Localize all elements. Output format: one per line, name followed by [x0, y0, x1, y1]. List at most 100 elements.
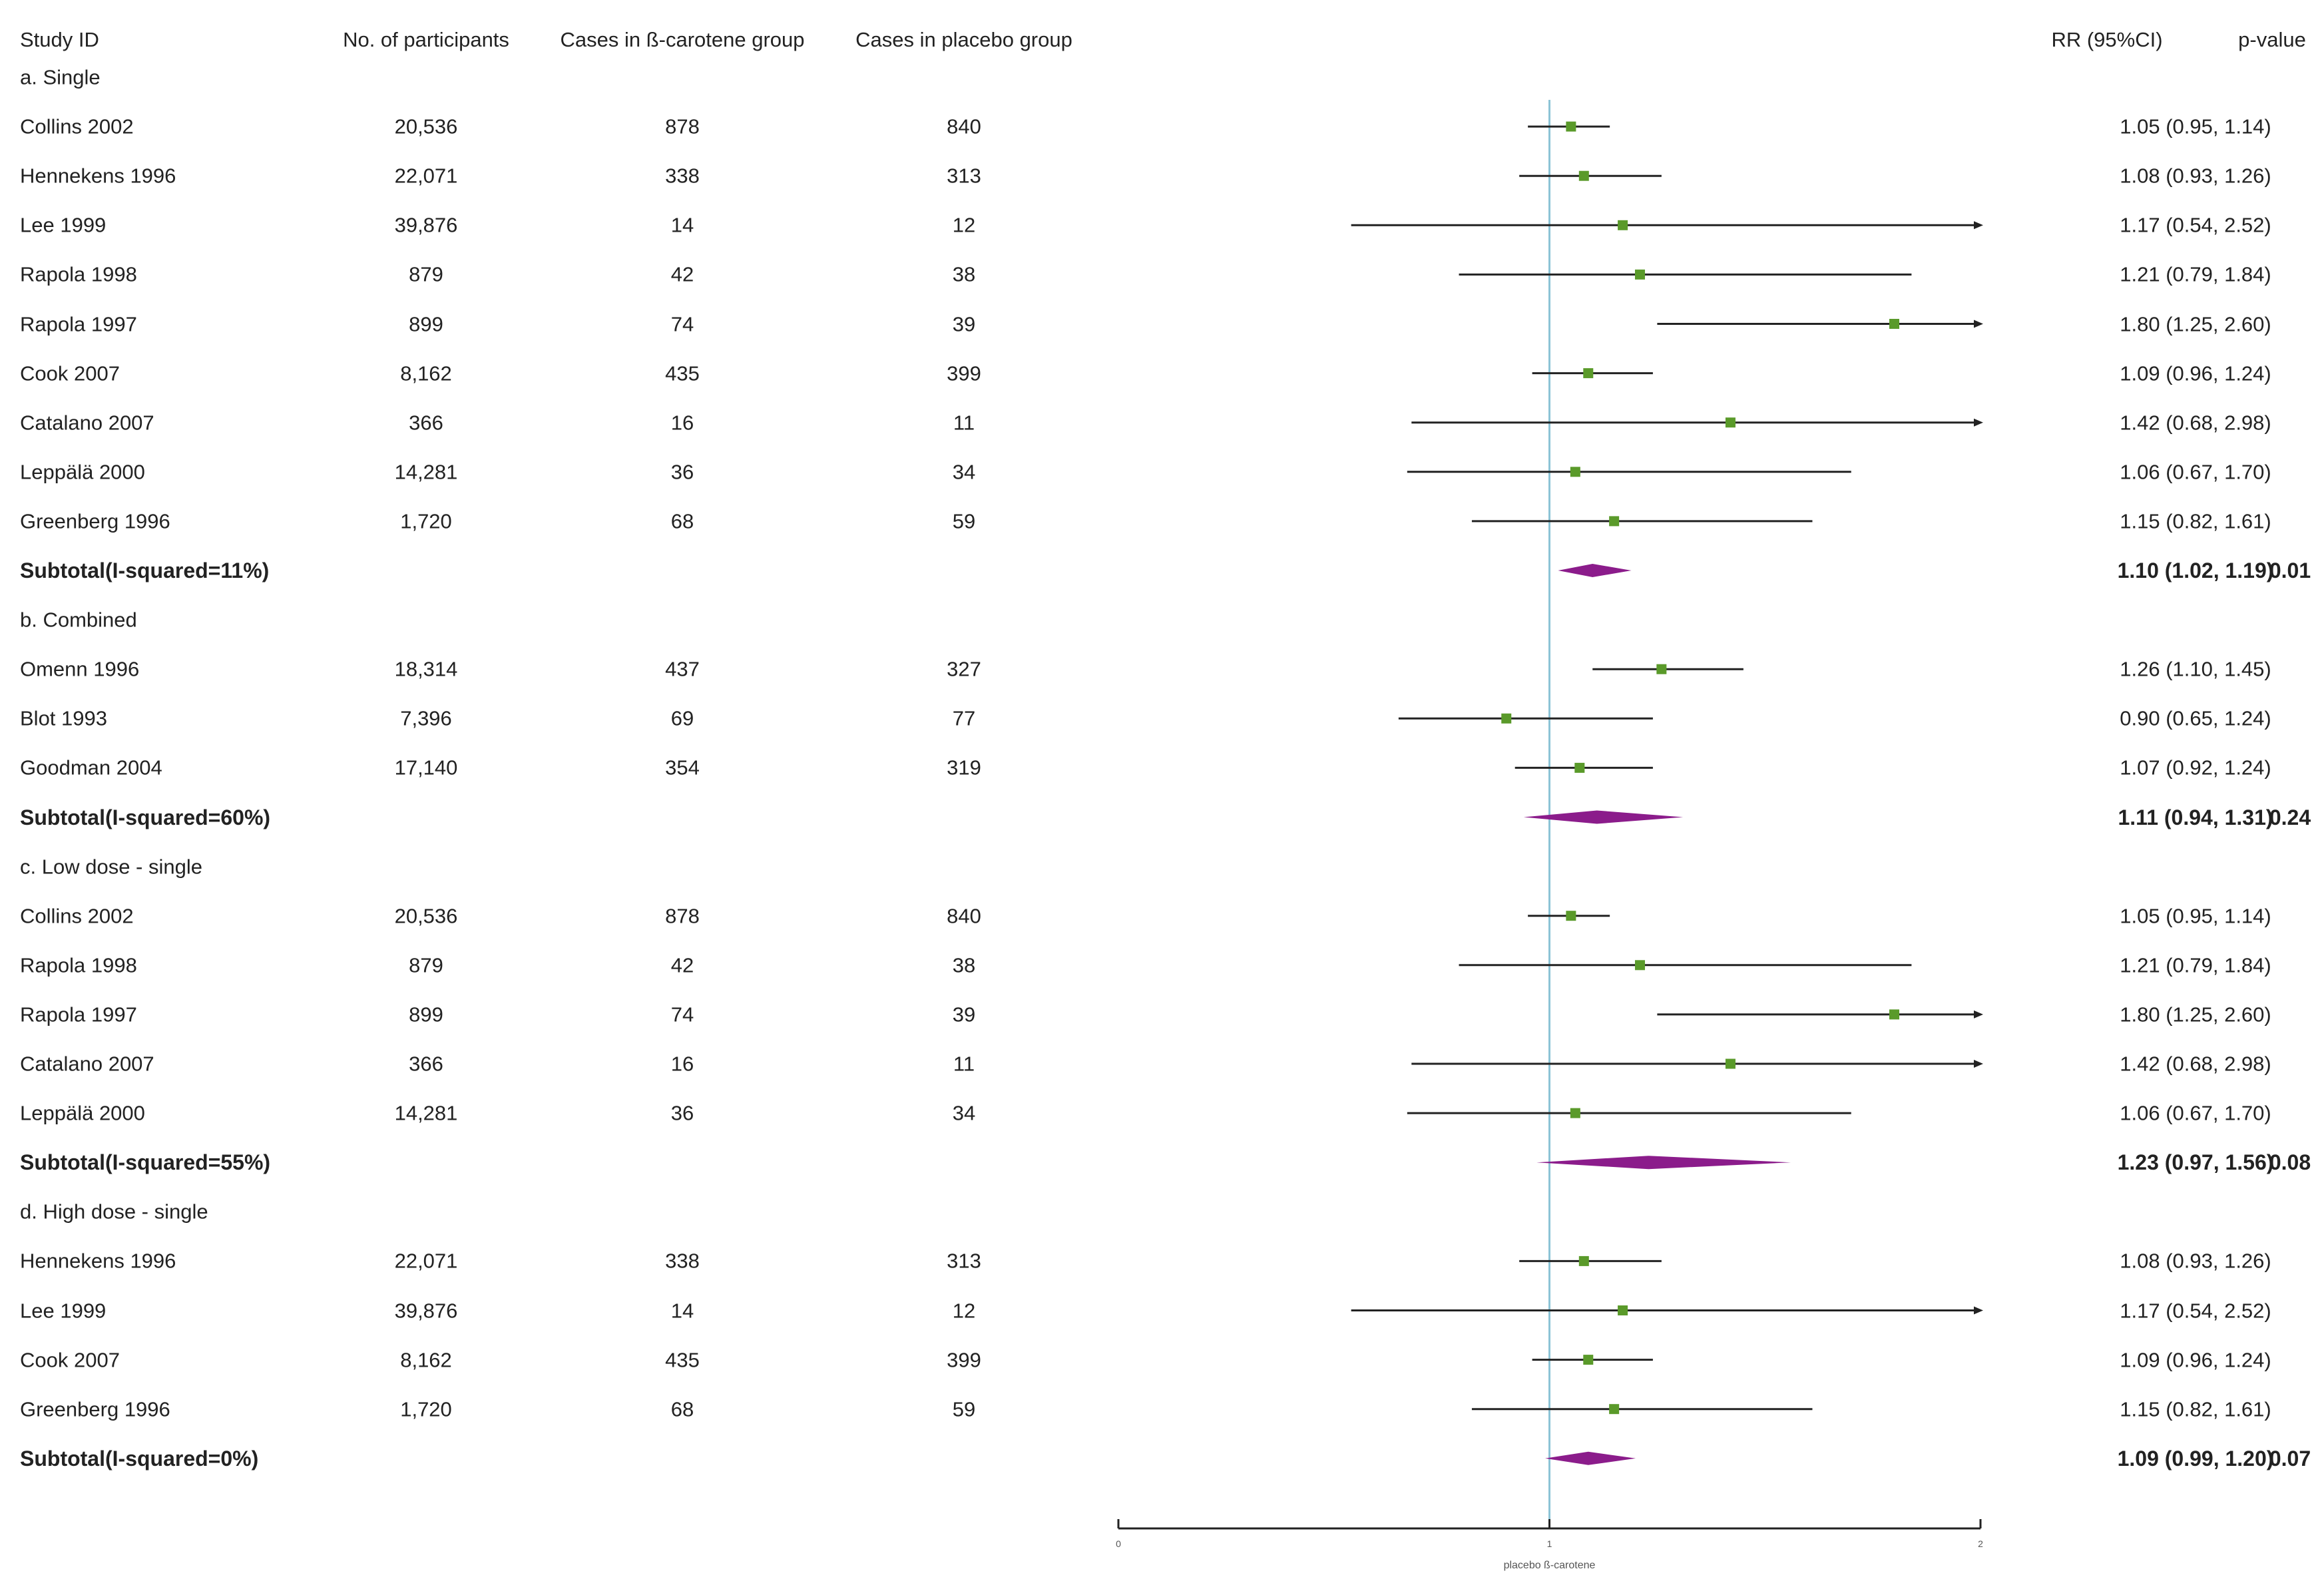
rr-ci-text: 1.42 (0.68, 2.98) [2120, 411, 2271, 435]
placebo-cases: 12 [952, 1299, 976, 1322]
header-beta-cases: Cases in ß-carotene group [560, 28, 805, 51]
placebo-cases: 38 [952, 953, 976, 977]
rr-ci-text: 1.08 (0.93, 1.26) [2120, 164, 2271, 188]
rr-ci-text: 1.06 (0.67, 1.70) [2120, 460, 2271, 484]
group-heading: a. Single [20, 65, 101, 89]
rr-ci-text: 1.26 (1.10, 1.45) [2120, 657, 2271, 681]
study-name: Goodman 2004 [20, 756, 162, 780]
beta-carotene-cases: 16 [670, 411, 694, 435]
subtotal-label: Subtotal(I-squared=60%) [20, 805, 271, 829]
participants-count: 17,140 [394, 756, 458, 780]
beta-carotene-cases: 435 [665, 361, 700, 385]
subtotal-pvalue: 0.07 [2269, 1446, 2311, 1471]
x-axis-tick-label: 2 [1978, 1538, 1983, 1549]
point-estimate-marker [1570, 467, 1580, 477]
point-estimate-marker [1583, 1355, 1594, 1365]
participants-count: 8,162 [400, 1348, 452, 1372]
subtotal-diamond [1545, 1451, 1636, 1465]
beta-carotene-cases: 42 [670, 262, 694, 286]
placebo-cases: 319 [947, 756, 981, 780]
beta-carotene-cases: 36 [670, 1101, 694, 1125]
beta-carotene-cases: 878 [665, 904, 700, 928]
participants-count: 39,876 [394, 213, 458, 237]
study-name: Greenberg 1996 [20, 509, 170, 533]
participants-count: 14,281 [394, 460, 458, 484]
participants-count: 20,536 [394, 114, 458, 138]
study-name: Lee 1999 [20, 213, 107, 237]
point-estimate-marker [1566, 121, 1576, 132]
point-estimate-marker [1578, 1255, 1589, 1266]
placebo-cases: 11 [953, 411, 975, 435]
study-name: Leppälä 2000 [20, 1101, 145, 1125]
subtotal-pvalue: 0.24 [2269, 805, 2311, 829]
beta-carotene-cases: 878 [665, 114, 700, 138]
beta-carotene-cases: 36 [670, 460, 694, 484]
placebo-cases: 399 [947, 1348, 981, 1372]
beta-carotene-cases: 14 [670, 213, 694, 237]
rr-ci-text: 1.05 (0.95, 1.14) [2120, 904, 2271, 928]
rr-ci-text: 0.90 (0.65, 1.24) [2120, 706, 2271, 730]
beta-carotene-cases: 14 [670, 1299, 694, 1322]
subtotal-pvalue: 0.01 [2269, 559, 2311, 582]
study-name: Collins 2002 [20, 114, 134, 138]
rr-ci-text: 1.21 (0.79, 1.84) [2120, 953, 2271, 977]
participants-count: 879 [409, 262, 443, 286]
placebo-cases: 313 [947, 1249, 981, 1273]
rr-ci-text: 1.08 (0.93, 1.26) [2120, 1249, 2271, 1273]
rr-ci-text: 1.05 (0.95, 1.14) [2120, 114, 2271, 138]
rr-ci-text: 1.09 (0.96, 1.24) [2120, 361, 2271, 385]
participants-count: 18,314 [394, 657, 458, 681]
study-name: Rapola 1998 [20, 953, 137, 977]
ci-arrow [1974, 221, 1983, 230]
rr-ci-text: 1.17 (0.54, 2.52) [2120, 213, 2271, 237]
beta-carotene-cases: 354 [665, 756, 700, 780]
beta-carotene-cases: 69 [670, 706, 694, 730]
subtotal-label: Subtotal(I-squared=0%) [20, 1446, 259, 1471]
study-name: Hennekens 1996 [20, 164, 176, 188]
placebo-cases: 327 [947, 657, 981, 681]
study-name: Leppälä 2000 [20, 460, 145, 484]
rr-ci-text: 1.15 (0.82, 1.61) [2120, 509, 2271, 533]
placebo-cases: 11 [953, 1052, 975, 1076]
study-name: Cook 2007 [20, 361, 120, 385]
header-rr: RR (95%CI) [2051, 28, 2163, 51]
point-estimate-marker [1889, 1009, 1899, 1020]
rr-ci-text: 1.80 (1.25, 2.60) [2120, 1003, 2271, 1026]
study-name: Catalano 2007 [20, 1052, 154, 1076]
ci-arrow [1974, 1306, 1983, 1315]
subtotal-label: Subtotal(I-squared=11%) [20, 559, 270, 582]
placebo-cases: 59 [952, 509, 976, 533]
study-name: Hennekens 1996 [20, 1249, 176, 1273]
participants-count: 899 [409, 1003, 443, 1026]
subtotal-diamond [1523, 810, 1684, 824]
point-estimate-marker [1634, 960, 1645, 971]
group-heading: c. Low dose - single [20, 855, 202, 879]
beta-carotene-cases: 68 [670, 509, 694, 533]
beta-carotene-cases: 74 [670, 312, 694, 336]
point-estimate-marker [1501, 713, 1512, 724]
beta-carotene-cases: 74 [670, 1003, 694, 1026]
point-estimate-marker [1609, 516, 1620, 527]
study-name: Greenberg 1996 [20, 1397, 170, 1421]
subtotal-diamond [1558, 564, 1632, 577]
study-name: Lee 1999 [20, 1299, 107, 1322]
rr-ci-text: 1.15 (0.82, 1.61) [2120, 1397, 2271, 1421]
ci-arrow [1974, 1010, 1983, 1019]
participants-count: 366 [409, 411, 443, 435]
beta-carotene-cases: 435 [665, 1348, 700, 1372]
point-estimate-marker [1574, 762, 1585, 773]
beta-carotene-cases: 338 [665, 164, 700, 188]
participants-count: 7,396 [400, 706, 452, 730]
point-estimate-marker [1618, 220, 1628, 230]
ci-arrow [1974, 320, 1983, 328]
placebo-cases: 77 [952, 706, 976, 730]
header-pvalue: p-value [2238, 28, 2306, 51]
study-name: Collins 2002 [20, 904, 134, 928]
placebo-cases: 34 [952, 460, 976, 484]
participants-count: 22,071 [394, 1249, 458, 1273]
beta-carotene-cases: 16 [670, 1052, 694, 1076]
placebo-cases: 34 [952, 1101, 976, 1125]
placebo-cases: 39 [952, 312, 976, 336]
placebo-cases: 39 [952, 1003, 976, 1026]
